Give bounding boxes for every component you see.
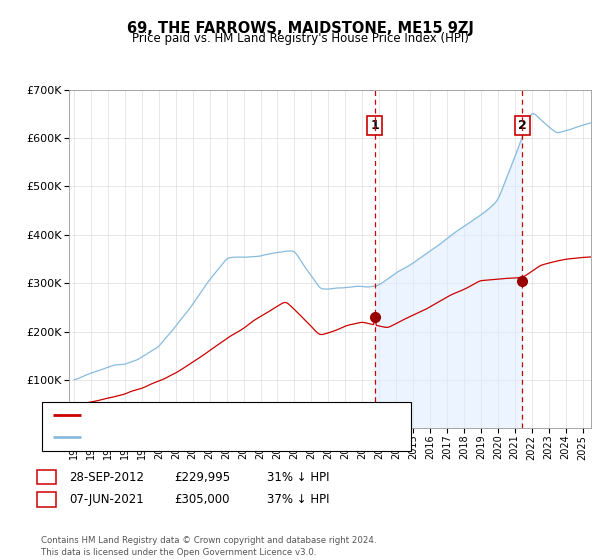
Text: 2: 2 xyxy=(43,493,51,506)
Text: 31% ↓ HPI: 31% ↓ HPI xyxy=(267,470,329,484)
Text: HPI: Average price, detached house, Maidstone: HPI: Average price, detached house, Maid… xyxy=(90,432,337,442)
Text: 2: 2 xyxy=(518,119,527,132)
Text: £305,000: £305,000 xyxy=(174,493,229,506)
Text: 69, THE FARROWS, MAIDSTONE, ME15 9ZJ: 69, THE FARROWS, MAIDSTONE, ME15 9ZJ xyxy=(127,21,473,36)
Text: £229,995: £229,995 xyxy=(174,470,230,484)
Text: 69, THE FARROWS, MAIDSTONE, ME15 9ZJ (detached house): 69, THE FARROWS, MAIDSTONE, ME15 9ZJ (de… xyxy=(90,410,404,421)
Text: 1: 1 xyxy=(43,470,51,484)
Text: Contains HM Land Registry data © Crown copyright and database right 2024.
This d: Contains HM Land Registry data © Crown c… xyxy=(41,536,376,557)
Text: 37% ↓ HPI: 37% ↓ HPI xyxy=(267,493,329,506)
Text: 28-SEP-2012: 28-SEP-2012 xyxy=(69,470,144,484)
Text: Price paid vs. HM Land Registry's House Price Index (HPI): Price paid vs. HM Land Registry's House … xyxy=(131,32,469,45)
Text: 07-JUN-2021: 07-JUN-2021 xyxy=(69,493,144,506)
Text: 1: 1 xyxy=(371,119,379,132)
